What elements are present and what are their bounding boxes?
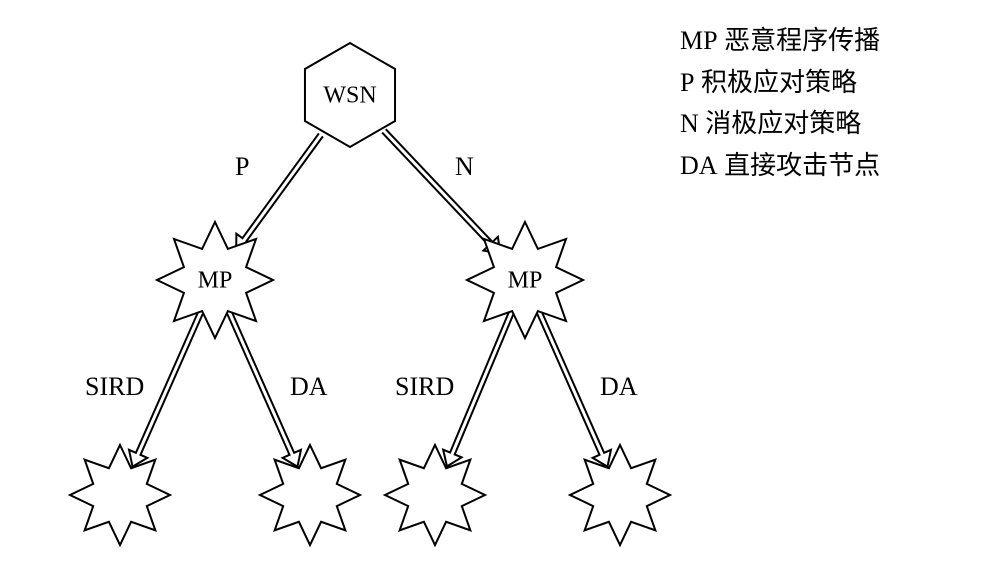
legend-desc: 积极应对策略 — [701, 68, 857, 97]
legend-abbr: MP — [680, 20, 718, 62]
edge-label: DA — [600, 372, 638, 401]
edge-label: P — [235, 152, 249, 181]
legend-desc: 消极应对策略 — [705, 109, 861, 138]
node-leafRL — [385, 445, 485, 545]
legend-abbr: N — [680, 103, 699, 145]
edge-label: N — [455, 152, 474, 181]
node-label-mpR: MP — [508, 268, 543, 294]
node-leafLR — [260, 445, 360, 545]
legend-abbr: P — [680, 62, 694, 104]
legend-row: N 消极应对策略 — [680, 103, 880, 145]
legend-row: P 积极应对策略 — [680, 62, 880, 104]
edge — [382, 129, 500, 254]
legend: MP 恶意程序传播P 积极应对策略N 消极应对策略DA 直接攻击节点 — [680, 20, 880, 186]
edge-label: SIRD — [395, 372, 454, 401]
node-label-mpL: MP — [198, 268, 233, 294]
node-leafLL — [70, 445, 170, 545]
edge-label: DA — [290, 372, 328, 401]
legend-abbr: DA — [680, 145, 718, 187]
legend-desc: 恶意程序传播 — [724, 26, 880, 55]
legend-row: DA 直接攻击节点 — [680, 145, 880, 187]
edge-label: SIRD — [85, 372, 144, 401]
legend-row: MP 恶意程序传播 — [680, 20, 880, 62]
legend-desc: 直接攻击节点 — [724, 151, 880, 180]
node-label-root: WSN — [323, 83, 376, 109]
node-leafRR — [570, 445, 670, 545]
